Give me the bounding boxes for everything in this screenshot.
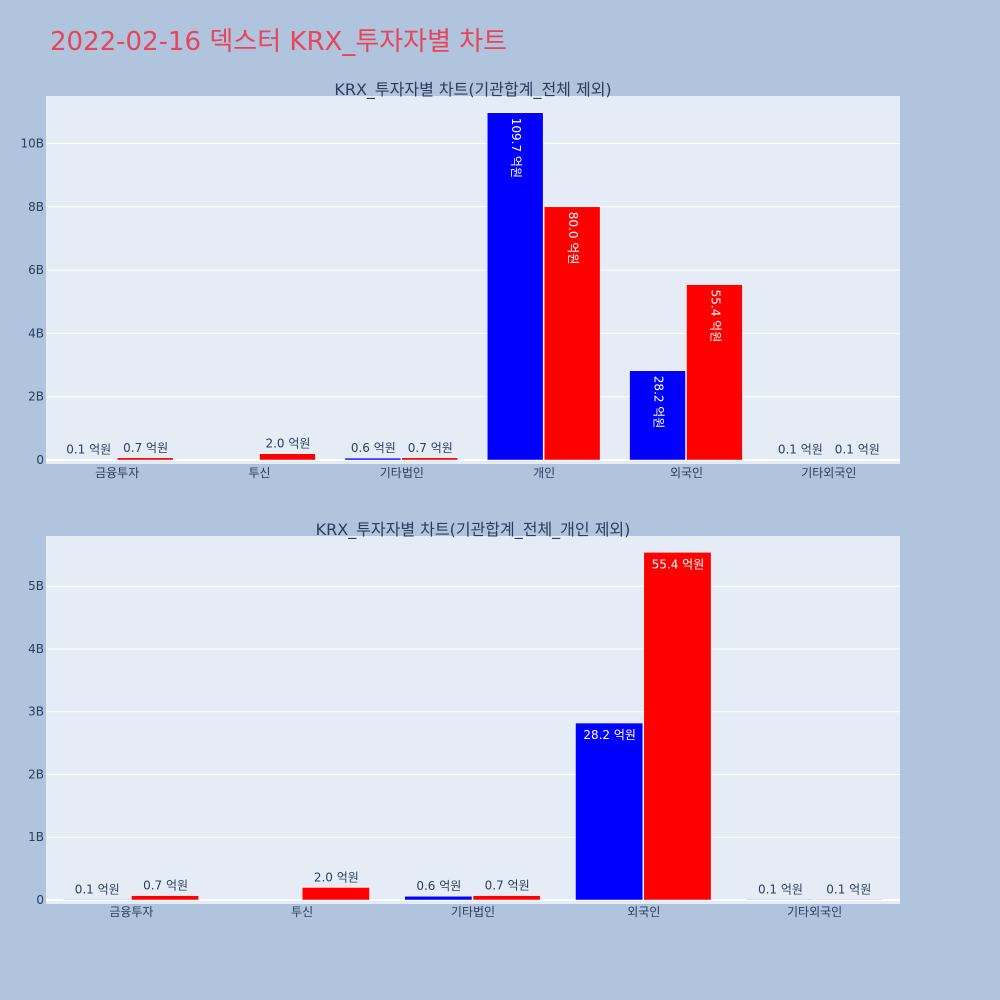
- y-tick-label: 4B: [28, 326, 44, 340]
- y-tick-label: 6B: [28, 263, 44, 277]
- bar-value-label: 0.7 억원: [408, 441, 453, 455]
- bar-red: [401, 457, 459, 461]
- y-tick-label: 1B: [28, 830, 44, 844]
- x-tick-label: 투신: [248, 466, 270, 480]
- x-tick-label: 금융투자: [109, 905, 153, 919]
- bar-value-label: 0.7 억원: [485, 879, 530, 893]
- chart-1-excluding-institutions: 0 2B 4B 6B 8B 10B KRX_투자자별 차트(기관합계_전체 제외) 금융투자 0…: [20, 80, 900, 480]
- bar-blue: [62, 899, 131, 901]
- bar-blue: [629, 370, 686, 461]
- bar-value-label: 0.1 억원: [826, 882, 871, 896]
- bar-value-label: 0.1 억원: [75, 882, 120, 896]
- x-tick-label: 개인: [533, 466, 555, 480]
- bar-value-label: 80.0 억원: [566, 212, 580, 265]
- bar-red: [116, 457, 174, 461]
- y-tick-label: 2B: [28, 390, 44, 404]
- bar-value-label: 2.0 억원: [314, 870, 359, 884]
- bar-value-label: 0.1 억원: [835, 443, 880, 457]
- y-tick-label: 3B: [28, 705, 44, 719]
- page-title: 2022-02-16 덱스터 KRX_투자자별 차트: [50, 27, 507, 57]
- bar-value-label: 28.2 억원: [583, 728, 636, 742]
- x-tick-label: 기타법인: [451, 905, 495, 919]
- x-tick-label: 금융투자: [95, 466, 139, 480]
- y-tick-label: 5B: [28, 579, 44, 593]
- bar-red: [643, 552, 712, 901]
- y-tick-label: 0: [36, 453, 44, 467]
- x-tick-label: 외국인: [670, 466, 703, 480]
- y-tick-label: 2B: [28, 767, 44, 781]
- bar-value-label: 0.1 억원: [758, 882, 803, 896]
- bar-red: [543, 206, 601, 461]
- x-tick-label: 기타외국인: [801, 466, 856, 480]
- bar-value-label: 55.4 억원: [708, 290, 722, 343]
- bar-red: [472, 895, 541, 901]
- bar-value-label: 55.4 억원: [652, 557, 705, 571]
- bar-value-label: 2.0 억원: [265, 437, 310, 451]
- bar-blue: [404, 895, 473, 901]
- y-tick-label: 0: [36, 893, 44, 907]
- bar-blue: [575, 722, 644, 901]
- x-tick-label: 기타외국인: [787, 905, 842, 919]
- bar-value-label: 109.7 억원: [509, 118, 523, 178]
- bar-red: [259, 453, 316, 461]
- bar-value-label: 0.7 억원: [143, 879, 188, 893]
- chart-title: KRX_투자자별 차트(기관합계_전체_개인 제외): [316, 520, 631, 540]
- y-tick-label: 4B: [28, 642, 44, 656]
- bar-value-label: 28.2 억원: [652, 376, 666, 429]
- x-tick-label: 투신: [291, 905, 313, 919]
- chart-2-excluding-institutions-and-individuals: 0 1B 2B 3B 4B 5B KRX_투자자별 차트(기관합계_전체_개인 제외) 금융투…: [28, 520, 900, 919]
- bar-red: [686, 284, 743, 461]
- chart-title: KRX_투자자별 차트(기관합계_전체 제외): [334, 80, 611, 100]
- bar-blue: [746, 899, 814, 901]
- bar-blue: [486, 112, 544, 461]
- bar-value-label: 0.6 억원: [416, 879, 461, 893]
- bar-red: [131, 895, 199, 901]
- y-tick-label: 10B: [20, 136, 44, 150]
- x-tick-label: 기타법인: [380, 466, 424, 480]
- y-tick-label: 8B: [28, 200, 44, 214]
- bar-red: [301, 887, 370, 901]
- plot-area: [46, 536, 900, 904]
- bar-value-label: 0.1 억원: [778, 443, 823, 457]
- plot-area: [46, 96, 900, 464]
- bar-value-label: 0.1 억원: [66, 443, 111, 457]
- bar-value-label: 0.6 억원: [351, 441, 396, 455]
- bar-red: [814, 899, 883, 901]
- x-tick-label: 외국인: [627, 905, 660, 919]
- bar-blue: [344, 457, 402, 461]
- bar-value-label: 0.7 억원: [123, 441, 168, 455]
